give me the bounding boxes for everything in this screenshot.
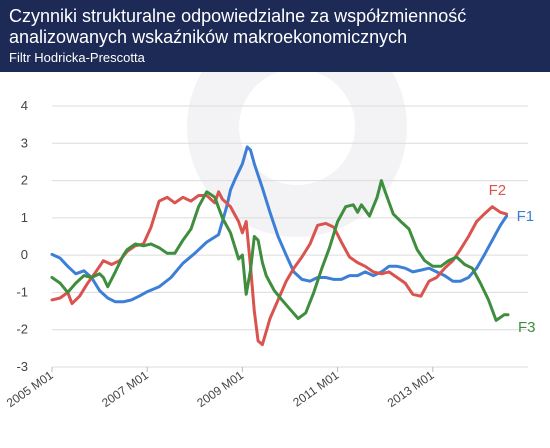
chart-header: Czynniki strukturalne odpowiedzialne za … xyxy=(0,0,550,72)
y-tick-label: -1 xyxy=(16,284,28,299)
x-tick-label: 2009 M01 xyxy=(194,368,246,410)
series-label-f3: F3 xyxy=(518,319,536,336)
x-tick-label: 2005 M01 xyxy=(4,368,56,410)
chart-title: Czynniki strukturalne odpowiedzialne za … xyxy=(9,6,539,48)
y-tick-label: 0 xyxy=(21,247,28,262)
y-tick-label: -3 xyxy=(16,359,28,374)
y-tick-label: 4 xyxy=(21,98,28,113)
x-tick-label: 2007 M01 xyxy=(99,368,151,410)
y-tick-label: 3 xyxy=(21,135,28,150)
chart-title-line2: analizowanych wskaźników makroekonomiczn… xyxy=(9,27,408,47)
x-tick-label: 2013 M01 xyxy=(385,368,437,410)
series-label-f1: F1 xyxy=(517,208,535,225)
line-chart: -3 -2 -1 0 1 2 3 4 2005 M01 2007 M01 2009 M01 2011… xyxy=(4,72,536,410)
series-line-f1 xyxy=(50,145,509,304)
y-tick-label: 1 xyxy=(21,210,28,225)
series-line-f3 xyxy=(50,179,510,322)
x-tick-label: 2011 M01 xyxy=(290,368,341,410)
watermark xyxy=(187,72,407,237)
chart-subtitle: Filtr Hodricka-Prescotta xyxy=(9,50,145,65)
y-tick-label: -2 xyxy=(16,322,28,337)
y-tick-label: 2 xyxy=(21,173,28,188)
series-label-f2: F2 xyxy=(489,182,507,199)
chart-title-line1: Czynniki strukturalne odpowiedzialne za … xyxy=(9,6,467,26)
